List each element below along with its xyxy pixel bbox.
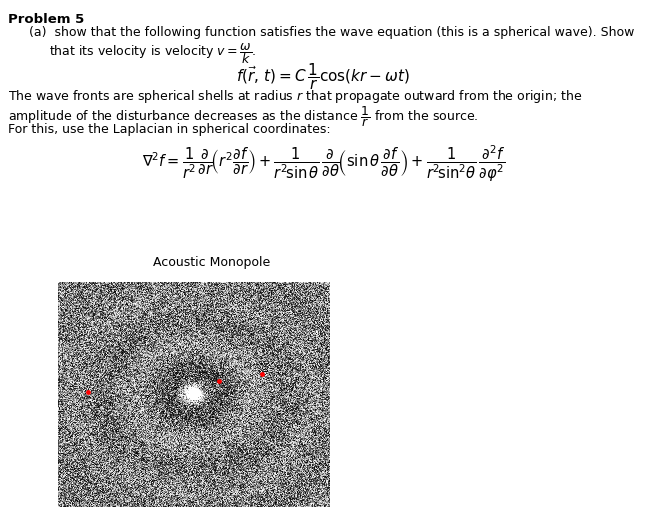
- Text: For this, use the Laplacian in spherical coordinates:: For this, use the Laplacian in spherical…: [8, 123, 331, 136]
- Text: Acoustic Monopole: Acoustic Monopole: [153, 256, 270, 269]
- Text: Problem 5: Problem 5: [8, 13, 84, 26]
- Text: $\nabla^2 f = \dfrac{1}{r^2}\dfrac{\partial}{\partial r}\!\left(r^2\dfrac{\parti: $\nabla^2 f = \dfrac{1}{r^2}\dfrac{\part…: [142, 143, 505, 184]
- Text: $f(\vec{r},\,t) = C\,\dfrac{1}{r}\cos(kr - \omega t)$: $f(\vec{r},\,t) = C\,\dfrac{1}{r}\cos(kr…: [237, 61, 410, 92]
- Text: that its velocity is velocity $v = \dfrac{\omega}{k}$.: that its velocity is velocity $v = \dfra…: [49, 41, 256, 66]
- Text: amplitude of the disturbance decreases as the distance $\dfrac{1}{r}$ from the s: amplitude of the disturbance decreases a…: [8, 104, 478, 130]
- Text: The wave fronts are spherical shells at radius $r$ that propagate outward from t: The wave fronts are spherical shells at …: [8, 88, 582, 105]
- Text: (a)  show that the following function satisfies the wave equation (this is a sph: (a) show that the following function sat…: [29, 26, 635, 38]
